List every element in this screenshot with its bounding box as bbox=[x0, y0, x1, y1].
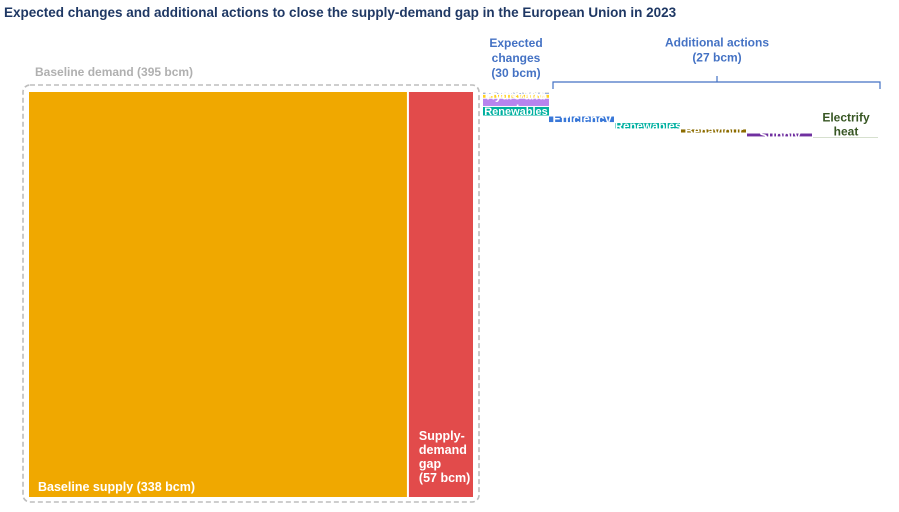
expected-bar-efficiency bbox=[483, 93, 549, 94]
baseline-supply-block bbox=[29, 92, 407, 497]
additional-bar-renewables bbox=[615, 123, 680, 129]
baseline-demand-frame bbox=[22, 84, 480, 503]
additional-bar-efficiency bbox=[549, 116, 614, 123]
expected-bar-fuel-switch bbox=[483, 94, 549, 98]
additional-label-electrify-heat: Electrify heat bbox=[822, 111, 870, 139]
baseline-demand-label: Baseline demand (395 bcm) bbox=[35, 65, 193, 79]
chart-marks: Baseline demand (395 bcm) Baseline supply… bbox=[22, 36, 881, 503]
additional-bar-supply bbox=[747, 133, 812, 137]
expected-bar-hydro-and-nuclear bbox=[483, 98, 549, 106]
gap-block bbox=[408, 92, 473, 497]
additional-label-supply: Supply bbox=[759, 128, 801, 142]
baseline-supply-label: Baseline supply (338 bcm) bbox=[38, 480, 195, 494]
additional-actions-bracket bbox=[552, 76, 881, 89]
expected-bar-renewables bbox=[483, 106, 549, 116]
additional-label-efficiency: Efficiency bbox=[552, 113, 611, 127]
additional-actions-header: Additional actions (27 bcm) bbox=[665, 36, 769, 65]
chart-title: Expected changes and additional actions … bbox=[4, 5, 677, 20]
additional-bar-behaviour bbox=[681, 129, 746, 133]
gap-label: Supply-demand gap (57 bcm) bbox=[419, 429, 470, 485]
expected-label-renewables: Renewables bbox=[484, 106, 548, 118]
additional-label-behaviour: Behaviour bbox=[685, 124, 744, 138]
additional-label-renewables: Renewables bbox=[615, 121, 681, 133]
expected-changes-header: Expected changes (30 bcm) bbox=[489, 36, 542, 80]
